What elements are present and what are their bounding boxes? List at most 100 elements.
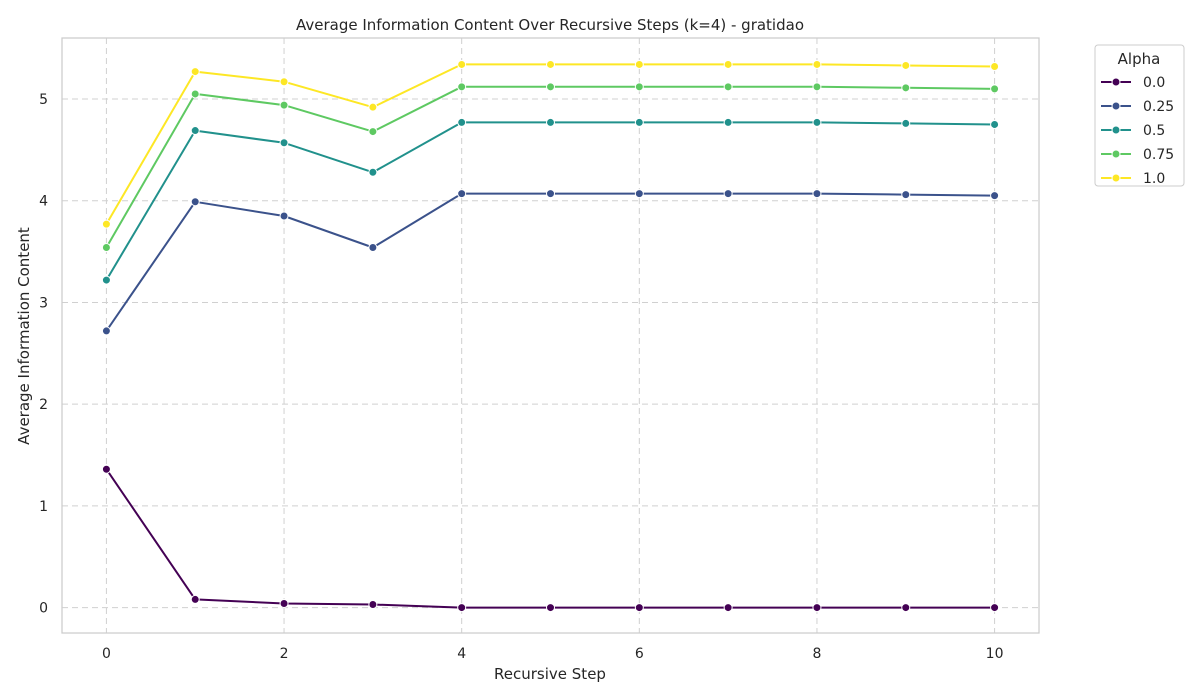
data-point bbox=[990, 61, 1000, 71]
legend-label: 0.5 bbox=[1143, 123, 1165, 139]
legend-label: 0.0 bbox=[1143, 75, 1165, 91]
y-tick-label: 1 bbox=[39, 499, 48, 515]
data-point bbox=[990, 119, 1000, 129]
data-point bbox=[901, 190, 911, 200]
data-point bbox=[901, 118, 911, 128]
series-1.0 bbox=[101, 59, 1000, 229]
data-point bbox=[901, 60, 911, 70]
y-tick-label: 5 bbox=[39, 92, 48, 108]
data-point bbox=[190, 126, 200, 136]
legend-item: 0.75 bbox=[1101, 147, 1174, 163]
data-point bbox=[368, 243, 378, 253]
legend-label: 1.0 bbox=[1143, 171, 1165, 187]
data-point bbox=[457, 82, 467, 92]
series-0.25 bbox=[101, 189, 1000, 336]
data-point bbox=[190, 594, 200, 604]
data-point bbox=[546, 603, 555, 613]
legend-item: 0.0 bbox=[1101, 75, 1165, 91]
data-point bbox=[279, 100, 289, 110]
x-tick-label: 8 bbox=[812, 646, 821, 662]
x-axis-label: Recursive Step bbox=[494, 665, 606, 683]
data-point bbox=[546, 59, 555, 69]
data-point bbox=[723, 189, 733, 199]
y-axis-label: Average Information Content bbox=[15, 227, 33, 445]
data-point bbox=[457, 117, 467, 127]
legend-item: 0.5 bbox=[1101, 123, 1165, 139]
data-point bbox=[546, 82, 555, 92]
axis-ticks: 0 2 4 6 8 10 0 1 2 3 4 5 bbox=[39, 92, 1003, 662]
series-line bbox=[105, 192, 995, 332]
y-tick-label: 2 bbox=[39, 397, 48, 413]
data-point bbox=[101, 243, 111, 253]
x-tick-label: 2 bbox=[280, 646, 289, 662]
series-line bbox=[105, 468, 995, 609]
series-0.0 bbox=[101, 464, 1000, 613]
legend-items: 0.0 0.25 0.5 0.75 1.0 bbox=[1101, 75, 1174, 187]
data-point bbox=[901, 83, 911, 93]
series-0.5 bbox=[101, 117, 1000, 285]
data-point bbox=[279, 77, 289, 87]
data-point bbox=[990, 191, 1000, 201]
data-point bbox=[190, 67, 200, 77]
data-point bbox=[812, 117, 822, 127]
x-tick-label: 0 bbox=[102, 646, 111, 662]
y-tick-label: 4 bbox=[39, 194, 48, 210]
data-point bbox=[101, 464, 111, 474]
x-tick-label: 4 bbox=[457, 646, 466, 662]
legend-title: Alpha bbox=[1118, 50, 1161, 68]
data-point bbox=[457, 59, 467, 69]
data-point bbox=[634, 82, 644, 92]
data-point bbox=[368, 102, 378, 112]
data-point bbox=[634, 189, 644, 199]
x-tick-label: 10 bbox=[986, 646, 1004, 662]
data-point bbox=[279, 599, 289, 609]
data-point bbox=[812, 59, 822, 69]
data-point bbox=[901, 603, 911, 613]
series-line bbox=[105, 121, 995, 281]
data-point bbox=[812, 189, 822, 199]
data-point bbox=[546, 189, 555, 199]
legend-marker bbox=[1111, 149, 1121, 159]
data-point bbox=[279, 211, 289, 221]
x-tick-label: 6 bbox=[635, 646, 644, 662]
data-point bbox=[723, 117, 733, 127]
series-lines bbox=[101, 59, 1000, 613]
plot-frame bbox=[61, 37, 1040, 634]
legend-item: 0.25 bbox=[1101, 99, 1174, 115]
data-point bbox=[990, 84, 1000, 94]
data-point bbox=[457, 189, 467, 199]
data-point bbox=[990, 603, 1000, 613]
series-0.75 bbox=[101, 82, 1000, 253]
series-line bbox=[105, 85, 995, 249]
data-point bbox=[634, 117, 644, 127]
data-point bbox=[190, 89, 200, 99]
legend-item: 1.0 bbox=[1101, 171, 1165, 187]
chart-title: Average Information Content Over Recursi… bbox=[296, 16, 804, 34]
data-point bbox=[723, 603, 733, 613]
data-point bbox=[723, 59, 733, 69]
data-point bbox=[368, 600, 378, 610]
legend: Alpha 0.0 0.25 0.5 0.75 1.0 bbox=[1094, 44, 1185, 187]
legend-marker bbox=[1111, 173, 1121, 183]
y-tick-label: 0 bbox=[39, 601, 48, 617]
legend-label: 0.75 bbox=[1143, 147, 1174, 163]
legend-marker bbox=[1111, 77, 1121, 87]
data-point bbox=[279, 138, 289, 148]
data-point bbox=[101, 326, 111, 336]
data-point bbox=[457, 603, 467, 613]
data-point bbox=[812, 82, 822, 92]
data-point bbox=[368, 167, 378, 177]
data-point bbox=[812, 603, 822, 613]
data-point bbox=[546, 117, 555, 127]
legend-marker bbox=[1111, 125, 1121, 135]
legend-marker bbox=[1111, 101, 1121, 111]
data-point bbox=[101, 219, 111, 229]
grid-lines bbox=[62, 38, 1039, 633]
data-point bbox=[723, 82, 733, 92]
legend-label: 0.25 bbox=[1143, 99, 1174, 115]
data-point bbox=[190, 197, 200, 207]
data-point bbox=[634, 59, 644, 69]
y-tick-label: 3 bbox=[39, 295, 48, 311]
data-point bbox=[101, 275, 111, 285]
